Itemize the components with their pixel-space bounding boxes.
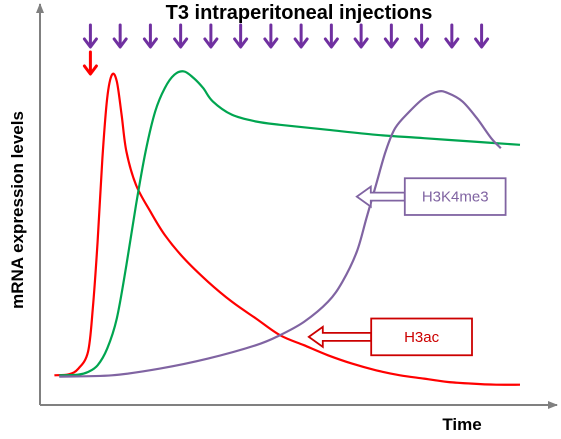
injection-arrow: [82, 23, 98, 49]
injection-arrow: [263, 23, 279, 49]
injection-arrow: [383, 23, 399, 49]
annotation-box: [403, 177, 507, 216]
annotation-callouts: H3K4me3 H3ac: [307, 177, 507, 357]
injection-arrows: [82, 23, 490, 76]
annotation-callout: H3K4me3: [355, 177, 507, 216]
injection-arrow: [474, 23, 490, 49]
injection-arrow: [353, 23, 369, 49]
injection-arrow: [173, 23, 189, 49]
injection-arrow: [233, 23, 249, 49]
chart-title: T3 intraperitoneal injections: [166, 2, 433, 24]
injection-arrow: [203, 23, 219, 49]
y-axis-label: mRNA expression levels: [8, 111, 27, 309]
injection-arrow: [142, 23, 158, 49]
annotation-label: H3ac: [404, 329, 440, 346]
annotation-box: [370, 317, 473, 357]
annotation-arrow: [307, 325, 373, 349]
first-injection-arrow: [82, 50, 98, 76]
injection-arrow: [323, 23, 339, 49]
injection-arrow: [414, 23, 430, 49]
injection-arrow: [444, 23, 460, 49]
injection-arrow: [112, 23, 128, 49]
annotation-label: H3K4me3: [422, 189, 489, 206]
injection-arrow: [293, 23, 309, 49]
x-axis-label: Time: [442, 415, 481, 434]
annotation-arrow: [355, 184, 406, 209]
series-line: [59, 70, 521, 377]
annotation-callout: H3ac: [307, 317, 473, 357]
series-line: [54, 72, 521, 386]
